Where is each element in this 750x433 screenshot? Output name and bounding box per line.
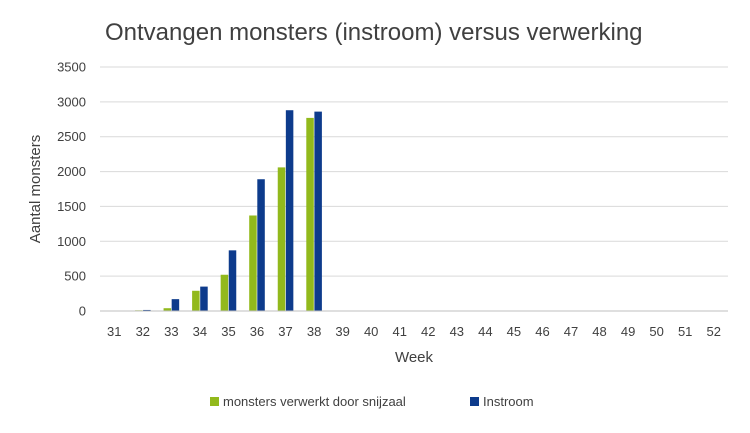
x-tick-label: 33 [164, 324, 178, 339]
bar-instroom-week-33 [171, 299, 180, 311]
x-tick-label: 44 [478, 324, 492, 339]
chart-title: Ontvangen monsters (instroom) versus ver… [105, 19, 643, 46]
y-tick-label: 1000 [57, 234, 86, 249]
x-tick-label: 31 [107, 324, 121, 339]
legend-swatch [470, 397, 479, 406]
x-tick-label: 38 [307, 324, 321, 339]
bar-verwerkt-week-38 [306, 117, 314, 312]
x-axis-title: Week [395, 349, 434, 366]
legend: monsters verwerkt door snijzaal Instroom [210, 394, 534, 409]
y-tick-label: 500 [64, 269, 86, 284]
x-tick-label: 45 [507, 324, 521, 339]
x-tick-label: 46 [535, 324, 549, 339]
legend-swatch [210, 397, 219, 406]
bar-verwerkt-week-36 [249, 215, 257, 311]
legend-label: Instroom [483, 394, 534, 409]
y-axis-title: Aantal monsters [27, 135, 44, 243]
bar-verwerkt-week-37 [277, 167, 286, 311]
y-tick-label: 2000 [57, 164, 86, 179]
y-tick-label: 2500 [57, 129, 86, 144]
y-tick-label: 3000 [57, 94, 86, 109]
x-tick-label: 37 [278, 324, 292, 339]
bar-instroom-week-34 [200, 286, 208, 311]
bar-instroom-week-37 [285, 110, 294, 311]
y-tick-label: 1500 [57, 199, 86, 214]
y-tick-label: 3500 [57, 60, 86, 75]
bar-verwerkt-week-35 [220, 274, 229, 311]
x-tick-label: 50 [649, 324, 663, 339]
x-tick-label: 48 [592, 324, 606, 339]
x-tick-label: 35 [221, 324, 235, 339]
x-tick-label: 49 [621, 324, 635, 339]
gridlines [100, 66, 728, 277]
legend-label: monsters verwerkt door snijzaal [223, 394, 406, 409]
x-tick-label: 32 [136, 324, 150, 339]
x-tick-label: 42 [421, 324, 435, 339]
x-tick-label: 51 [678, 324, 692, 339]
x-tick-label: 52 [706, 324, 720, 339]
y-axis-ticks: 0 500 1000 1500 2000 2500 3000 3500 [57, 60, 86, 319]
x-axis-ticks: 31 32 33 34 35 36 37 38 39 40 41 42 43 44 45 46 47 48 49 50… [107, 324, 721, 339]
x-tick-label: 47 [564, 324, 578, 339]
bar-instroom-week-38 [314, 111, 322, 311]
x-tick-label: 40 [364, 324, 378, 339]
bar-instroom-week-32 [143, 309, 151, 311]
x-tick-label: 36 [250, 324, 264, 339]
bar-verwerkt-week-33 [163, 308, 172, 311]
y-tick-label: 0 [79, 304, 86, 319]
x-tick-label: 43 [450, 324, 464, 339]
bar-instroom-week-35 [228, 250, 237, 311]
x-tick-label: 34 [193, 324, 207, 339]
bar-instroom-week-36 [257, 179, 265, 311]
x-tick-label: 39 [335, 324, 349, 339]
bars [135, 110, 322, 312]
x-tick-label: 41 [392, 324, 406, 339]
bar-verwerkt-week-34 [192, 290, 200, 311]
